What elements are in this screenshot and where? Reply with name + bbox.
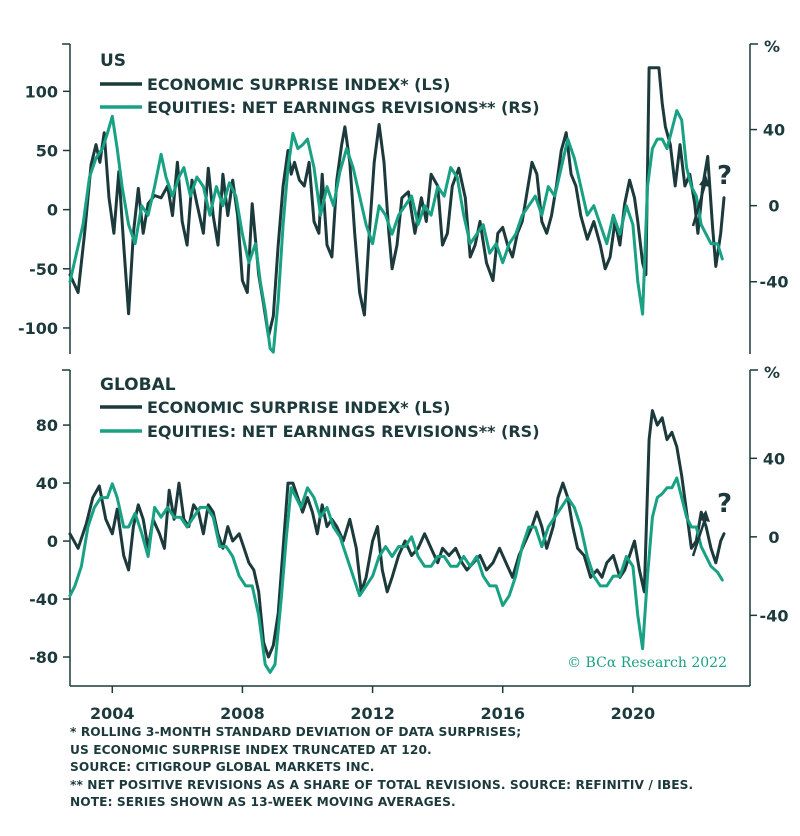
right-axis-unit: % [764, 363, 780, 382]
series-line-economic-surprise [68, 409, 726, 659]
x-tick-label: 2008 [220, 704, 265, 723]
series-line-earnings-revisions [68, 476, 724, 674]
x-axis: 2004 2008 2012 2016 2020 [70, 685, 750, 723]
copyright-text: © BCα Research 2022 [567, 655, 727, 671]
right-tick-label: -40 [760, 273, 789, 292]
footnotes: * ROLLING 3-MONTH STANDARD DEVIATION OF … [70, 724, 796, 812]
left-tick-label: -80 [29, 648, 58, 667]
arrow-shaft [691, 515, 708, 557]
left-tick-label: 100 [25, 82, 58, 101]
footnote-line: US ECONOMIC SURPRISE INDEX TRUNCATED AT … [70, 742, 432, 757]
panel-us: 100 50 0 -50 -100 40 0 -40% US ECONOMIC SURPRISE … [18, 37, 789, 354]
footnote-line: ** NET POSITIVE REVISIONS AS A SHARE OF … [70, 777, 694, 792]
question-mark: ? [717, 489, 732, 519]
right-tick-label: 0 [768, 528, 779, 547]
left-tick-label: -50 [29, 260, 58, 279]
left-tick-label: 0 [47, 201, 58, 220]
right-tick-label: 40 [763, 449, 785, 468]
series-line-economic-surprise [68, 66, 726, 338]
right-tick-label: 40 [763, 121, 785, 140]
right-tick-label: -40 [760, 606, 789, 625]
left-tick-label: -100 [18, 319, 58, 338]
arrow-icon [699, 175, 710, 187]
x-tick-label: 2012 [350, 704, 395, 723]
series-line-earnings-revisions [68, 109, 724, 354]
left-tick-label: 80 [36, 416, 58, 435]
footnote-line: * ROLLING 3-MONTH STANDARD DEVIATION OF … [70, 725, 522, 739]
left-tick-label: 40 [36, 474, 58, 493]
legend-label: ECONOMIC SURPRISE INDEX* (LS) [147, 75, 450, 94]
right-axis-unit: % [764, 37, 780, 56]
left-tick-label: 50 [36, 141, 58, 160]
panel-global: 80 40 0 -40 -80 40 0 -40% GLOBAL ECONOMIC SURPRIS… [29, 363, 788, 686]
panel-title: GLOBAL [100, 375, 176, 395]
x-tick-label: 2016 [480, 704, 525, 723]
arrow-icon [699, 510, 710, 522]
legend-label: EQUITIES: NET EARNINGS REVISIONS** (RS) [147, 422, 540, 441]
footnote-line: NOTE: SERIES SHOWN AS 13-WEEK MOVING AVE… [70, 795, 456, 809]
legend-label: ECONOMIC SURPRISE INDEX* (LS) [147, 398, 450, 417]
legend-label: EQUITIES: NET EARNINGS REVISIONS** (RS) [147, 98, 540, 117]
right-tick-label: 0 [768, 197, 779, 216]
left-tick-label: 0 [47, 532, 58, 551]
panel-title: US [100, 51, 126, 71]
x-tick-label: 2020 [611, 704, 656, 723]
left-tick-label: -40 [29, 590, 58, 609]
x-tick-label: 2004 [90, 704, 135, 723]
arrow-shaft [691, 180, 708, 227]
question-mark: ? [717, 161, 732, 191]
footnote-line: SOURCE: CITIGROUP GLOBAL MARKETS INC. [70, 760, 375, 774]
